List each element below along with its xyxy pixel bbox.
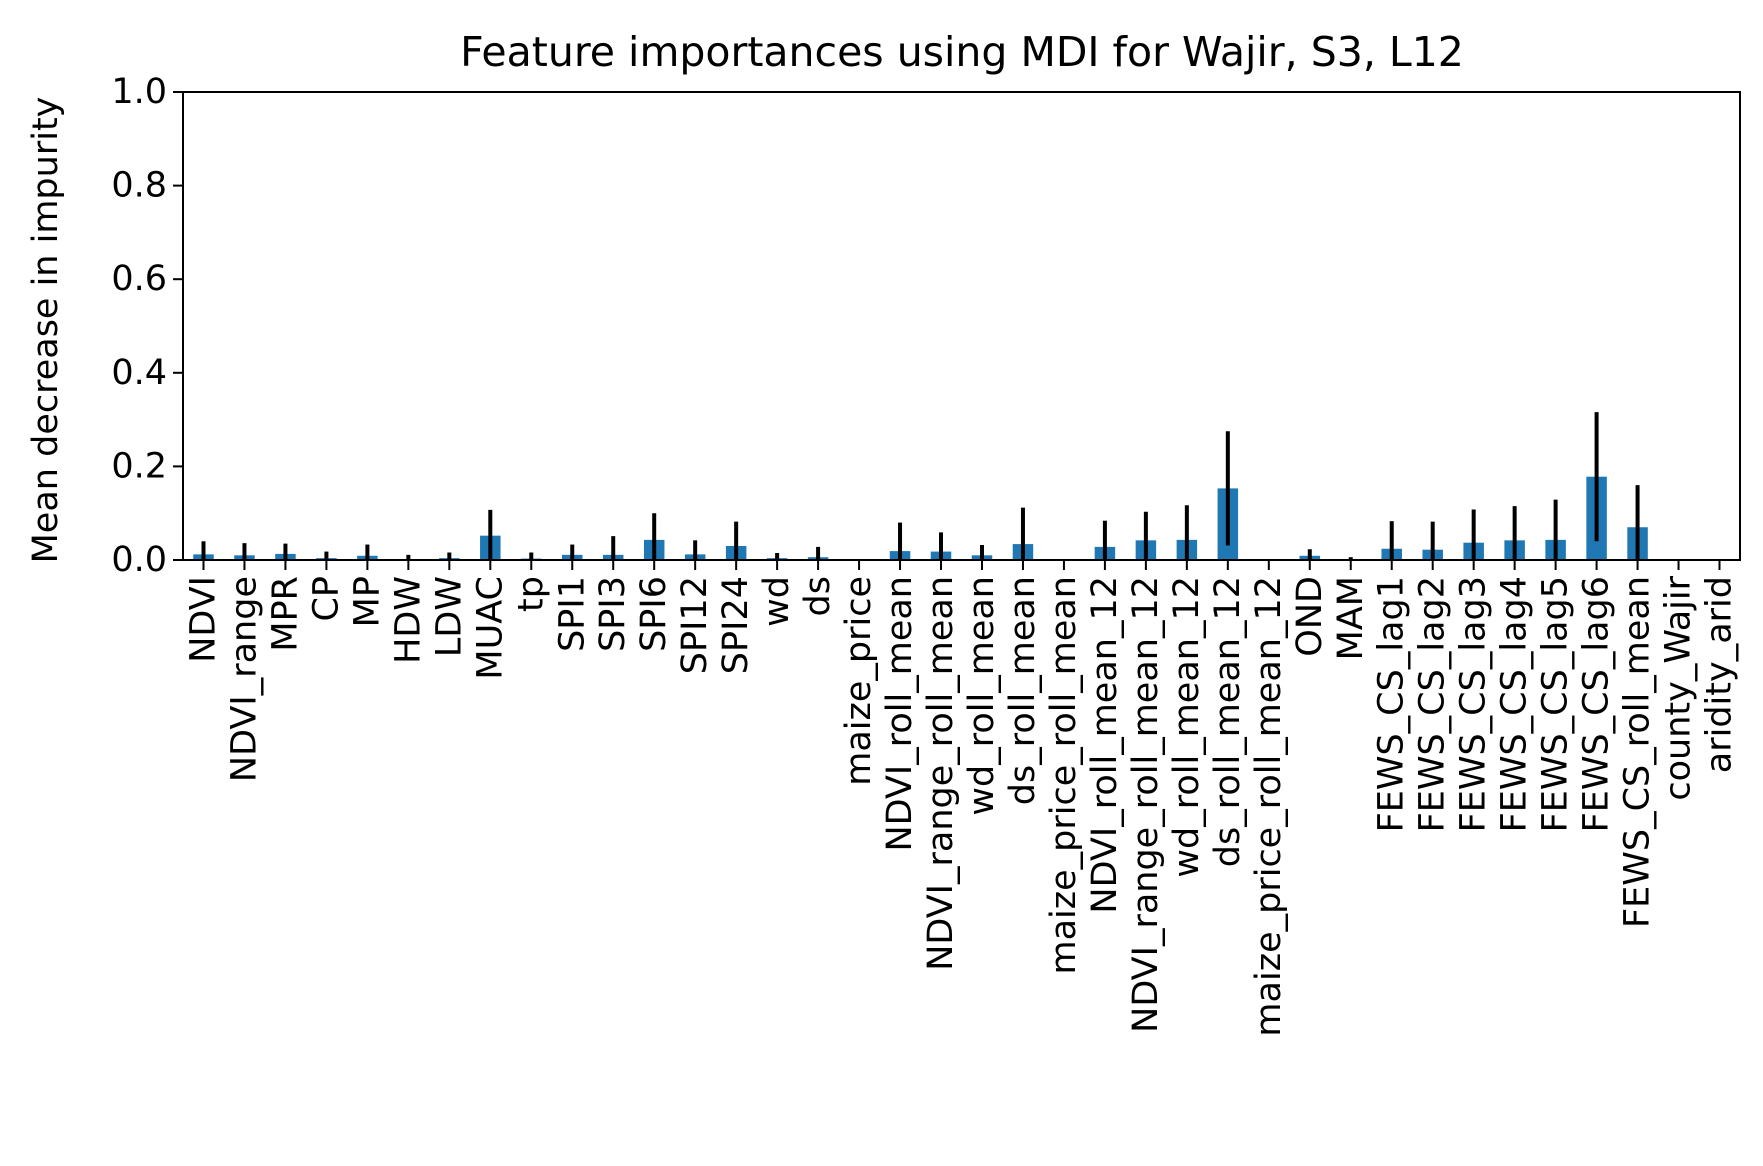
x-axis-ticks: NDVI NDVI_range MPR CP MP HDW LDW MUAC tp SPI1 SPI… (183, 560, 1740, 1037)
x-tick-label: NDVI_range (224, 576, 264, 782)
x-tick-label: SPI1 (552, 576, 592, 652)
chart-title: Feature importances using MDI for Wajir,… (460, 28, 1464, 76)
x-tick-label: ds (798, 576, 838, 616)
x-tick-label: FEWS_CS_lag3 (1454, 576, 1494, 832)
x-tick-label: wd_roll_mean (962, 576, 1002, 816)
y-axis-label: Mean decrease in impurity (26, 97, 66, 564)
x-tick-label: NDVI_range_roll_mean (921, 576, 961, 971)
x-tick-label: aridity_arid (1700, 576, 1740, 773)
plot-frame (182, 91, 1741, 561)
x-tick-label: NDVI_range_roll_mean_12 (1126, 576, 1166, 1033)
x-tick-label: SPI24 (716, 576, 756, 674)
x-tick-label: SPI6 (634, 576, 674, 652)
x-tick-label: maize_price (839, 576, 879, 786)
x-tick-label: tp (511, 576, 551, 612)
y-tick-label: 0.6 (111, 259, 167, 299)
x-tick-label: FEWS_CS_lag6 (1577, 576, 1617, 832)
x-tick-label: MPR (265, 576, 305, 652)
x-tick-label: HDW (388, 576, 428, 664)
x-tick-label: NDVI (183, 576, 223, 663)
x-tick-label: county_Wajir (1659, 575, 1699, 800)
x-tick-label: SPI3 (593, 576, 633, 652)
x-tick-label: FEWS_CS_lag5 (1536, 576, 1576, 832)
x-tick-label: wd_roll_mean_12 (1167, 576, 1207, 878)
x-tick-label: NDVI_roll_mean_12 (1085, 576, 1125, 914)
error-bars (201, 412, 1640, 560)
x-tick-label: FEWS_CS_lag1 (1372, 576, 1412, 832)
x-tick-label: MAM (1331, 576, 1371, 660)
x-tick-label: maize_price_roll_mean_12 (1249, 576, 1289, 1037)
x-tick-label: SPI12 (675, 576, 715, 674)
x-tick-label: FEWS_CS_roll_mean (1618, 576, 1658, 928)
x-tick-label: CP (306, 576, 346, 622)
x-tick-label: NDVI_roll_mean (880, 576, 920, 852)
x-tick-label: FEWS_CS_lag4 (1495, 576, 1535, 832)
bars (193, 476, 1648, 560)
x-tick-label: LDW (429, 576, 469, 657)
x-tick-label: MUAC (470, 576, 510, 680)
y-tick-label: 0.4 (111, 353, 167, 393)
x-tick-label: ds_roll_mean (1003, 576, 1043, 805)
y-tick-label: 0.0 (111, 540, 167, 580)
y-tick-label: 0.2 (111, 446, 167, 486)
y-tick-label: 0.8 (111, 166, 167, 206)
y-axis-ticks: 0.0 0.2 0.4 0.6 0.8 1.0 (111, 72, 183, 580)
x-tick-label: MP (347, 576, 387, 627)
x-tick-label: FEWS_CS_lag2 (1413, 576, 1453, 832)
x-tick-label: OND (1290, 576, 1330, 657)
x-tick-label: maize_price_roll_mean (1044, 576, 1084, 975)
y-tick-label: 1.0 (111, 72, 167, 112)
x-tick-label: wd (757, 576, 797, 627)
x-tick-label: ds_roll_mean_12 (1208, 576, 1248, 867)
